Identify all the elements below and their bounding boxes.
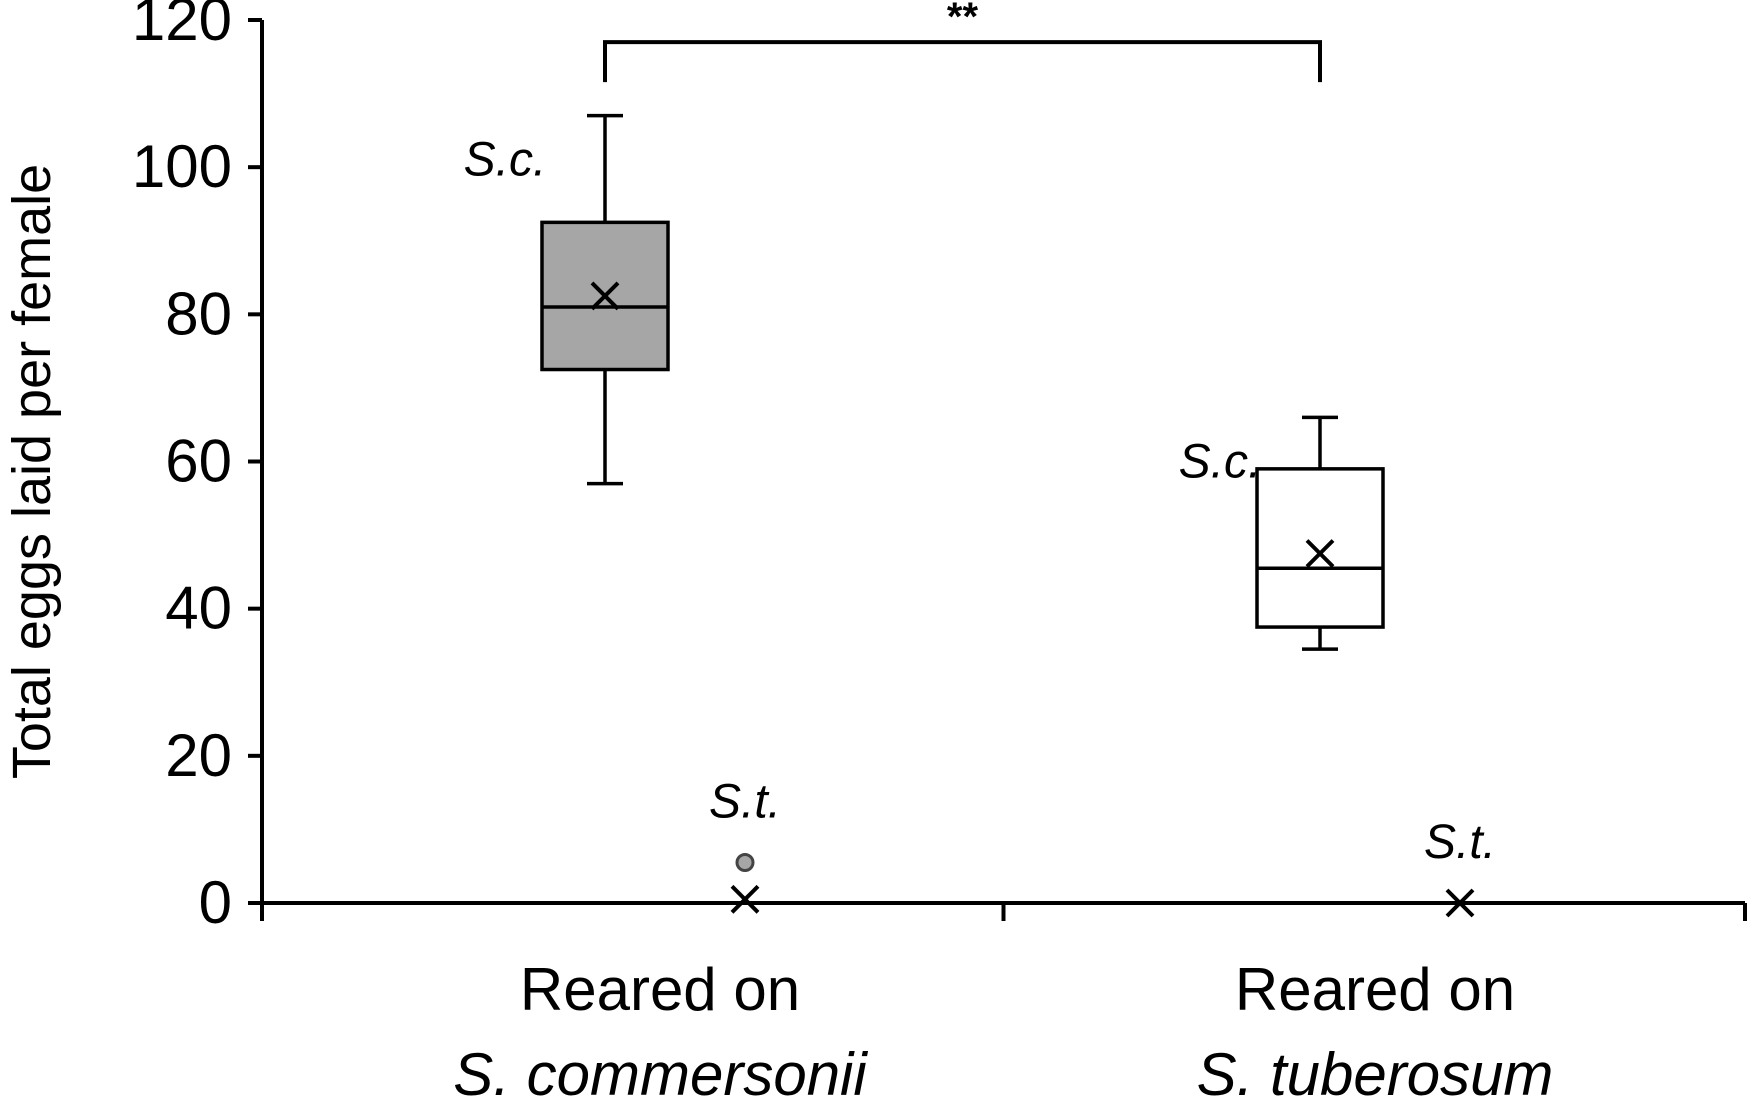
mean-marker	[1305, 539, 1335, 568]
box-label: S.c.	[464, 134, 547, 187]
y-tick-label: 80	[165, 280, 232, 347]
bracket-line	[603, 40, 1322, 83]
x-axis-ticks	[260, 903, 1747, 921]
significance-bracket: **	[603, 0, 1322, 83]
category-label-line2: S. commersonii	[453, 1041, 868, 1099]
category-labels: Reared on S. commersonii Reared on S. tuber…	[453, 956, 1553, 1099]
category-label-line1: Reared on	[1235, 956, 1515, 1023]
mean-marker	[730, 884, 760, 914]
box-label: S.c.	[1179, 435, 1262, 488]
y-tick-label: 100	[132, 133, 232, 200]
boxes-layer: S.c. S.t. S.c. S.t.	[464, 113, 1496, 918]
box-1-0: S.c.	[1179, 415, 1385, 651]
y-tick-label: 40	[165, 575, 232, 642]
box-1-1: S.t.	[1424, 816, 1496, 918]
category-label-line2: S. tuberosum	[1197, 1041, 1554, 1099]
outlier-point	[735, 853, 755, 873]
box-label: S.t.	[1424, 816, 1496, 869]
box-0-1: S.t.	[709, 776, 781, 914]
y-axis-ticks: 0 20 40 60 80 100 120	[132, 0, 262, 936]
y-tick-label: 60	[165, 428, 232, 495]
box-0-0: S.c.	[464, 113, 670, 486]
box-label: S.t.	[709, 776, 781, 829]
y-tick-label: 20	[165, 722, 232, 789]
y-axis-title: Total eggs laid per female	[2, 164, 62, 779]
y-tick-label: 0	[199, 869, 232, 936]
significance-label: **	[947, 0, 979, 39]
mean-marker	[1445, 888, 1475, 918]
mean-marker	[590, 281, 620, 311]
box-body	[1255, 467, 1385, 629]
y-tick-label: 120	[132, 0, 232, 53]
category-label-line1: Reared on	[520, 956, 800, 1023]
